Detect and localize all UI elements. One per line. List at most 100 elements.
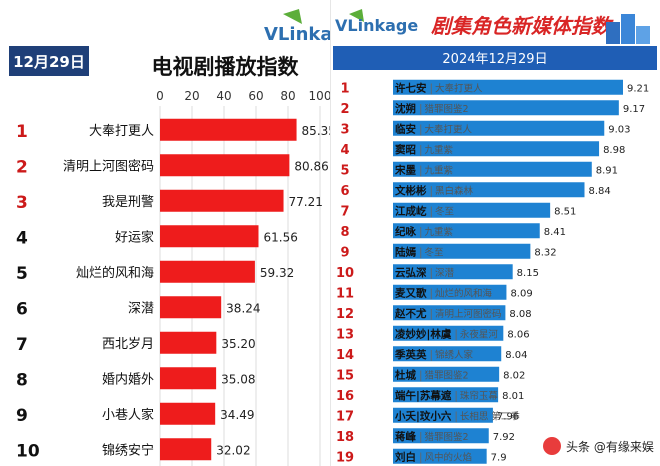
bar-label: 宋墨 | 九重紫	[394, 163, 454, 176]
bar-label: 端午|苏幕遮 | 珠帘玉幕	[395, 389, 498, 402]
rank-label: 5	[16, 264, 28, 284]
bar	[393, 202, 551, 218]
role-name: 宋墨	[394, 163, 416, 176]
rank-label: 6	[340, 184, 349, 199]
separator: |	[419, 164, 423, 176]
rank-label: 1	[16, 122, 28, 142]
role-name: 文彬彬	[394, 184, 427, 197]
value-label: 77.21	[289, 195, 323, 209]
bar	[393, 325, 504, 341]
brand-text: VLinkage	[264, 24, 330, 45]
role-name: 江成屹	[395, 204, 427, 217]
separator: |	[454, 328, 458, 340]
category-label: 清明上河图密码	[63, 158, 154, 174]
drama-name: 猎罪图鉴2	[425, 369, 469, 381]
drama-name: 锦绣人家	[435, 349, 474, 361]
bar	[393, 264, 513, 280]
rank-label: 7	[16, 335, 28, 355]
bar	[160, 402, 216, 425]
rank-label: 8	[16, 370, 28, 390]
role-name: 小夭|玟小六	[394, 409, 452, 422]
bar	[393, 161, 592, 177]
drama-name: 清明上河图密码	[435, 308, 502, 320]
drama-name: 九重紫	[425, 144, 454, 156]
value-label: 8.02	[503, 370, 525, 381]
x-tick-label: 0	[156, 89, 164, 103]
bar	[160, 225, 259, 248]
value-label: 35.20	[221, 337, 255, 351]
role-name: 麦又歌	[395, 286, 427, 299]
category-label: 西北岁月	[102, 337, 154, 352]
separator: |	[430, 287, 434, 299]
right-chart: VLinkage 剧集角色新媒体指数 2024年12月29日 1 许七安 | 大奉打更…	[333, 9, 657, 465]
bar-label: 凌妙妙|林虞 | 永夜星河	[395, 327, 498, 340]
bar-label: 临安 | 大奉打更人	[395, 122, 473, 135]
bar-label: 纪咏 | 九重紫	[395, 225, 454, 238]
rank-label: 10	[16, 441, 40, 461]
role-name: 凌妙妙|林虞	[395, 327, 452, 340]
value-label: 8.84	[588, 186, 610, 197]
bar-label: 窦昭 | 九重紫	[395, 143, 454, 156]
rank-label: 9	[340, 245, 349, 260]
category-label: 深潜	[128, 301, 154, 316]
separator: |	[419, 226, 423, 238]
drama-name: 猎罪图鉴2	[425, 103, 469, 115]
role-name: 纪咏	[395, 225, 416, 238]
x-tick-label: 100	[309, 89, 330, 103]
role-name: 沈朔	[395, 102, 416, 115]
separator: |	[454, 410, 458, 422]
watermark-text: 头条 @有缘来娱	[566, 440, 654, 454]
x-tick-label: 20	[184, 89, 199, 103]
value-label: 8.04	[505, 350, 527, 361]
bar	[393, 243, 531, 259]
value-label: 35.08	[221, 372, 255, 386]
bar-label: 文彬彬 | 黑白森林	[394, 184, 474, 197]
bar	[393, 79, 623, 95]
value-label: 80.86	[294, 159, 328, 173]
bar	[393, 120, 605, 136]
role-name: 端午|苏幕遮	[395, 389, 452, 402]
toutiao-logo-icon	[543, 437, 561, 455]
vlinkage-logo-left: VLinkage	[264, 9, 330, 45]
left-panel: VLinkage 12月29日 电视剧播放指数 0 20 40 60 80 100 1 大奉…	[9, 9, 330, 466]
rank-label: 17	[336, 409, 354, 424]
rank-label: 4	[16, 228, 28, 248]
bar	[393, 305, 506, 321]
rank-label: 12	[336, 307, 354, 322]
bar	[393, 428, 489, 444]
value-label: 85.35	[302, 124, 330, 138]
category-label: 大奉打更人	[89, 124, 154, 139]
bar-label: 江成屹 | 冬至	[395, 204, 454, 217]
bar-label: 云弘深 | 深潜	[395, 266, 455, 279]
category-label: 小巷人家	[102, 407, 154, 423]
separator: |	[430, 349, 434, 361]
bar	[160, 296, 222, 319]
separator: |	[419, 431, 423, 443]
drama-name: 大奉打更人	[425, 123, 473, 135]
bar	[393, 100, 619, 116]
role-name: 窦昭	[395, 143, 416, 156]
role-name: 刘白	[395, 450, 416, 463]
panel-divider	[330, 0, 331, 466]
bar	[393, 182, 585, 198]
date-banner: 2024年12月29日	[442, 52, 547, 67]
drama-name: 九重紫	[425, 164, 454, 176]
bar	[393, 366, 500, 382]
separator: |	[419, 369, 423, 381]
bar	[160, 438, 212, 461]
bar-label: 杜城 | 猎罪图鉴2	[395, 368, 469, 381]
drama-name: 大奉打更人	[435, 82, 483, 94]
value-label: 8.32	[534, 247, 556, 258]
drama-name: 黑白森林	[435, 185, 474, 197]
category-label: 锦绣安宁	[102, 442, 154, 458]
bar-label: 赵不尤 | 清明上河图密码	[394, 307, 502, 320]
category-label: 好运家	[115, 229, 154, 245]
rank-label: 16	[336, 389, 354, 404]
rank-label: 19	[336, 450, 354, 465]
leaf-logo-icon	[349, 9, 364, 22]
separator: |	[419, 246, 423, 258]
separator: |	[454, 390, 458, 402]
value-label: 7.9	[491, 452, 507, 463]
drama-name: 冬至	[435, 205, 454, 217]
rank-label: 15	[336, 368, 354, 383]
